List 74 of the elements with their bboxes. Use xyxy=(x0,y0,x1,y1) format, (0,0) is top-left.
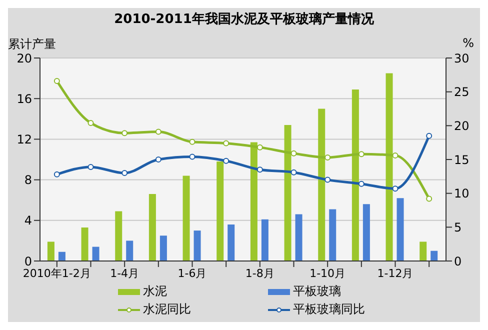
bar xyxy=(420,242,427,261)
point xyxy=(54,171,60,178)
point xyxy=(54,78,60,84)
bar xyxy=(386,73,393,261)
y2-tick-label: 10 xyxy=(454,186,470,201)
point xyxy=(358,151,364,158)
y-axis-title: 累计产量 xyxy=(8,36,56,53)
point xyxy=(324,154,331,160)
x-tick-label: 2010年1-2月 xyxy=(22,266,91,280)
y-tick-label: 20 xyxy=(16,51,32,66)
bar xyxy=(47,242,54,261)
bar xyxy=(261,219,268,261)
bar xyxy=(250,142,258,261)
point xyxy=(88,120,94,126)
point xyxy=(290,169,297,176)
point xyxy=(189,154,196,160)
point xyxy=(290,150,297,156)
bar xyxy=(92,246,100,261)
y-tick-label: 8 xyxy=(24,173,32,188)
point xyxy=(223,140,230,146)
point xyxy=(122,170,128,176)
legend-label: 平板玻璃 xyxy=(293,283,341,300)
bar xyxy=(228,224,235,261)
y2-tick-label: 20 xyxy=(454,118,470,133)
bar xyxy=(396,198,404,261)
bar xyxy=(58,252,66,261)
bar xyxy=(148,194,156,261)
point xyxy=(392,186,398,192)
bar xyxy=(126,240,134,261)
x-tick-label: 1-10月 xyxy=(310,266,346,280)
bar xyxy=(81,228,88,261)
point xyxy=(88,164,94,170)
chart-title: 2010-2011年我国水泥及平板玻璃产量情况 xyxy=(113,10,375,28)
point xyxy=(122,130,128,136)
point xyxy=(155,128,162,135)
bar xyxy=(160,236,167,261)
bar xyxy=(430,250,438,261)
y2-tick-label: 0 xyxy=(454,254,462,268)
point xyxy=(426,132,432,139)
y-tick-label: 0 xyxy=(24,254,32,268)
point xyxy=(223,158,230,164)
bar xyxy=(329,209,336,261)
y2-tick-label: 15 xyxy=(454,152,470,167)
y-tick-label: 4 xyxy=(24,214,32,228)
point xyxy=(189,138,196,145)
x-tick-label: 1-6月 xyxy=(178,266,207,280)
y-tick-label: 12 xyxy=(16,132,32,146)
bar xyxy=(216,162,224,261)
point xyxy=(358,180,364,187)
bar xyxy=(362,204,370,261)
x-tick-label: 1-4月 xyxy=(110,266,140,280)
bar xyxy=(284,124,292,261)
y2-tick-label: 30 xyxy=(454,51,470,66)
bar xyxy=(115,211,122,261)
y2-tick-label: 5 xyxy=(454,220,462,234)
legend-label: 水泥同比 xyxy=(143,301,191,318)
y2-axis-title: % xyxy=(462,36,474,50)
bar xyxy=(295,214,302,261)
point xyxy=(392,152,398,158)
bar xyxy=(194,230,201,261)
point xyxy=(256,166,263,173)
point xyxy=(256,144,263,150)
legend-label: 水泥 xyxy=(143,283,167,300)
point xyxy=(426,196,432,202)
y-tick-label: 16 xyxy=(16,92,32,106)
bar xyxy=(318,108,326,261)
point xyxy=(155,156,162,162)
bar xyxy=(352,89,359,261)
bar xyxy=(182,176,190,261)
x-tick-label: 1-8月 xyxy=(245,266,274,280)
y2-tick-label: 25 xyxy=(454,85,470,100)
point xyxy=(324,176,331,183)
legend-label: 平板玻璃同比 xyxy=(293,301,365,318)
x-tick-label: 1-12月 xyxy=(377,266,414,280)
